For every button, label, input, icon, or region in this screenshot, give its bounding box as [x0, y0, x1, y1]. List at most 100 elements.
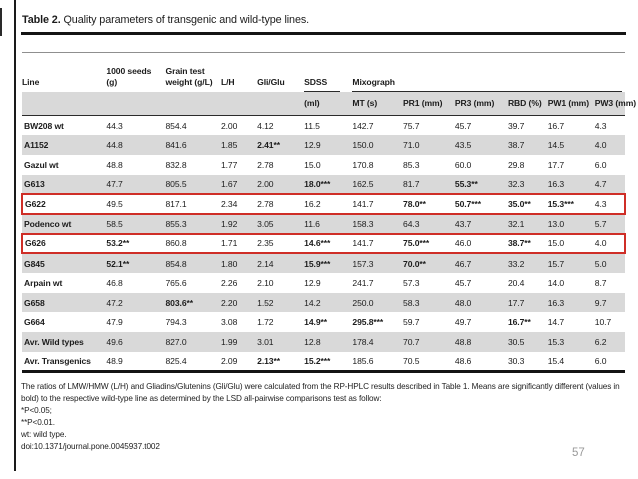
col-subheader-ml: (ml) [304, 91, 353, 116]
row-value-cell: 48.8 [454, 332, 508, 352]
footnote-main: The ratios of LMW/HMW (L/H) and Gliadins… [21, 381, 620, 403]
subheader-spacer [165, 91, 221, 116]
row-value-cell: 10.7 [594, 317, 612, 328]
row-value-cell: 11.6 [304, 213, 353, 234]
row-value-cell: 170.8 [352, 159, 374, 170]
table-row: G626 53.2** 860.8 1.71 2.35 14.6*** 141.7 75.0*… [20, 232, 627, 255]
row-value-cell: 150.0 [352, 135, 404, 155]
row-value-cell: 4.3 [594, 193, 627, 215]
row-value-cell: 53.2** [106, 232, 166, 255]
row-value-cell: 1.71 [220, 232, 258, 255]
table-footnotes: The ratios of LMW/HMW (L/H) and Gliadins… [21, 381, 626, 453]
row-value-cell: 1.67 [220, 174, 258, 195]
row-value-cell: 59.7 [403, 317, 420, 328]
row-value-cell: 15.7 [547, 253, 595, 273]
table-body: BW208 wt 44.3 854.4 2.00 4.12 11.5 142.7 75.7 45… [20, 116, 627, 372]
row-value-cell: 30.5 [507, 332, 548, 352]
row-value-cell: 16.2 [304, 193, 353, 215]
footnote-p001: **P<0.01. [21, 417, 55, 427]
table-row: G664 47.9 794.3 3.08 1.72 14.9** 295.8*** 59.7 4… [22, 312, 625, 332]
row-value-cell: 2.20 [220, 292, 258, 313]
row-value-cell: 48.8 [106, 159, 123, 170]
row-value-cell: 81.7 [403, 174, 455, 195]
row-value-cell: 5.7 [594, 213, 625, 234]
row-value-cell: 47.7 [106, 174, 166, 195]
row-value-cell: 2.34 [220, 193, 258, 215]
row-value-cell: 827.0 [165, 332, 221, 352]
row-value-cell: 47.9 [106, 317, 123, 328]
table-row: BW208 wt 44.3 854.4 2.00 4.12 11.5 142.7 75.7 45… [22, 116, 625, 136]
row-value-cell: 2.35 [257, 232, 305, 255]
row-value-cell: 35.0** [507, 193, 548, 215]
row-value-cell: 58.5 [106, 213, 166, 234]
row-value-cell: 48.6 [454, 355, 472, 366]
row-value-cell: 16.7** [507, 317, 531, 328]
row-line-label: Avr. Wild types [22, 332, 107, 352]
col-header-lh: L/H [220, 76, 235, 87]
row-value-cell: 60.0 [454, 159, 472, 170]
row-value-cell: 85.3 [403, 159, 420, 170]
sdss-label: SDSS [304, 76, 328, 87]
table-row: Avr. Transgenics 48.9 825.4 2.09 2.13** 15.2*… [22, 352, 625, 372]
row-line-label: BW208 wt [24, 120, 64, 131]
row-value-cell: 832.8 [165, 159, 187, 170]
row-value-cell: 2.78 [257, 159, 274, 170]
row-value-cell: 1.80 [220, 253, 258, 273]
subheader-spacer [220, 91, 258, 116]
row-line-label: A1152 [22, 135, 107, 155]
row-value-cell: 46.7 [454, 253, 508, 273]
table-title-label: Table 2. [22, 14, 61, 26]
row-value-cell: 178.4 [352, 332, 404, 352]
row-value-cell: 30.3 [507, 355, 525, 366]
table-row: A1152 44.8 841.6 1.85 2.41** 12.9 150.0 71.0 43.… [22, 135, 625, 155]
row-value-cell: 794.3 [165, 317, 187, 328]
footnote-doi: doi:10.1371/journal.pone.0045937.t002 [21, 441, 160, 451]
table-row: G658 47.2 803.6** 2.20 1.52 14.2 250.0 58.3 48.0… [22, 292, 625, 313]
table-head: Line 1000 seeds (g) Grain test weight (g… [22, 53, 636, 116]
page-number: 57 [572, 447, 585, 459]
row-value-cell: 14.6*** [304, 232, 353, 255]
row-value-cell: 2.13** [257, 355, 280, 366]
row-value-cell: 250.0 [352, 292, 404, 313]
row-value-cell: 45.7 [454, 120, 472, 131]
row-value-cell: 825.4 [165, 355, 187, 366]
row-line-label: Podenco wt [22, 213, 107, 234]
row-value-cell: 14.7 [547, 317, 565, 328]
row-value-cell: 6.0 [594, 355, 607, 366]
row-value-cell: 15.0 [304, 159, 321, 170]
col-header-gliglu: Gli/Glu [257, 76, 285, 87]
row-value-cell: 158.3 [352, 213, 404, 234]
row-value-cell: 4.0 [594, 135, 625, 155]
row-line-label: G622 [20, 193, 107, 215]
row-value-cell: 55.3** [454, 174, 508, 195]
row-value-cell: 141.7 [352, 232, 404, 255]
row-value-cell: 20.4 [507, 277, 525, 288]
row-value-cell: 6.2 [594, 332, 625, 352]
row-value-cell: 75.7 [403, 120, 420, 131]
row-value-cell: 52.1** [106, 253, 166, 273]
row-value-cell: 78.0** [403, 193, 455, 215]
row-value-cell: 71.0 [403, 135, 455, 155]
row-line-label: G845 [22, 253, 107, 273]
row-value-cell: 16.3 [547, 174, 595, 195]
title-divider [21, 32, 626, 35]
row-line-label: G613 [22, 174, 107, 195]
row-value-cell: 16.3 [547, 292, 595, 313]
table-row: G622 49.5 817.1 2.34 2.78 16.2 141.7 78.0** 50.7… [20, 193, 627, 215]
row-value-cell: 43.5 [454, 135, 508, 155]
row-value-cell: 295.8*** [352, 317, 384, 328]
footnote-p005: *P<0.05; [21, 405, 52, 415]
row-value-cell: 46.0 [454, 232, 508, 255]
table-subheader-row: (ml) MT (s) PR1 (mm) PR3 (mm) RBD (%) PW… [22, 91, 636, 116]
row-value-cell: 15.0 [547, 232, 595, 255]
row-value-cell: 3.08 [220, 317, 238, 328]
table-row: Gazul wt 48.8 832.8 1.77 2.78 15.0 170.8 85.3 60… [22, 155, 625, 175]
subheader-spacer [22, 91, 107, 116]
row-line-label: Gazul wt [24, 159, 59, 170]
col-subheader-pw1: PW1 (mm) [547, 91, 595, 116]
row-value-cell: 12.9 [304, 277, 321, 288]
row-value-cell: 32.3 [507, 174, 548, 195]
col-subheader-mt: MT (s) [352, 91, 404, 116]
row-value-cell: 2.78 [257, 193, 305, 215]
row-value-cell: 157.3 [352, 253, 404, 273]
